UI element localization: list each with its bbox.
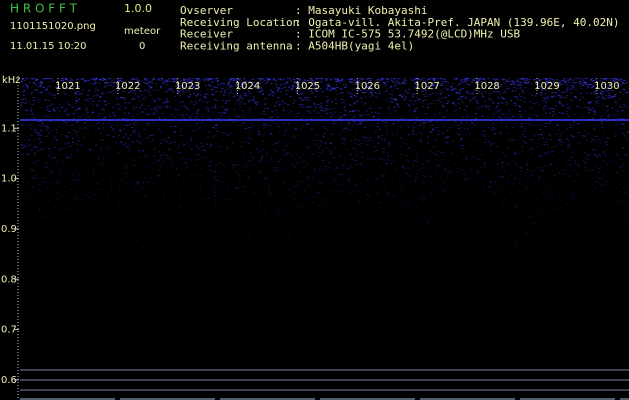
x-tick-label: 1025 bbox=[295, 81, 320, 92]
info-label: Receiver bbox=[180, 28, 233, 41]
x-tick-label: 1022 bbox=[115, 81, 140, 92]
y-tick-label: 1.1 bbox=[1, 123, 17, 134]
y-tick-label: 0.8 bbox=[1, 274, 17, 285]
date-time: 11.01.15 10:20 bbox=[10, 41, 87, 52]
info-value: : A504HB(yagi 4el) bbox=[295, 39, 414, 52]
meteor-count: 0 bbox=[139, 41, 145, 52]
x-tick-label: 1027 bbox=[414, 81, 439, 92]
info-value: : ICOM IC-575 53.7492(@LCD)MHz USB bbox=[295, 28, 521, 41]
y-unit: kHz bbox=[2, 75, 21, 86]
x-tick-label: 1024 bbox=[235, 81, 260, 92]
spectrogram-noise bbox=[20, 78, 629, 249]
x-tick-label: 1023 bbox=[175, 81, 200, 92]
x-tick-label: 1021 bbox=[55, 81, 80, 92]
info-label: Receiving Location bbox=[180, 16, 299, 29]
y-tick-label: 0.7 bbox=[1, 325, 17, 336]
y-tick-label: 0.6 bbox=[1, 375, 17, 386]
x-tick-label: 1026 bbox=[355, 81, 380, 92]
y-tick-label: 0.9 bbox=[1, 224, 17, 235]
x-tick-label: 1029 bbox=[534, 81, 559, 92]
x-tick-label: 1030 bbox=[594, 81, 619, 92]
x-tick-label: 1028 bbox=[474, 81, 499, 92]
info-label: Ovserver bbox=[180, 4, 233, 17]
info-label: Receiving antenna bbox=[180, 39, 293, 52]
info-value: : Masayuki Kobayashi bbox=[295, 4, 427, 17]
meteor-label: meteor bbox=[124, 26, 161, 37]
file-name: 1101151020.png bbox=[10, 21, 96, 32]
info-value: : Ogata-vill. Akita-Pref. JAPAN (139.96E… bbox=[295, 16, 620, 29]
y-tick-label: 1.0 bbox=[1, 174, 17, 185]
app-version: 1.0.0 bbox=[124, 2, 152, 15]
app-name: H R O F F T bbox=[10, 2, 78, 16]
